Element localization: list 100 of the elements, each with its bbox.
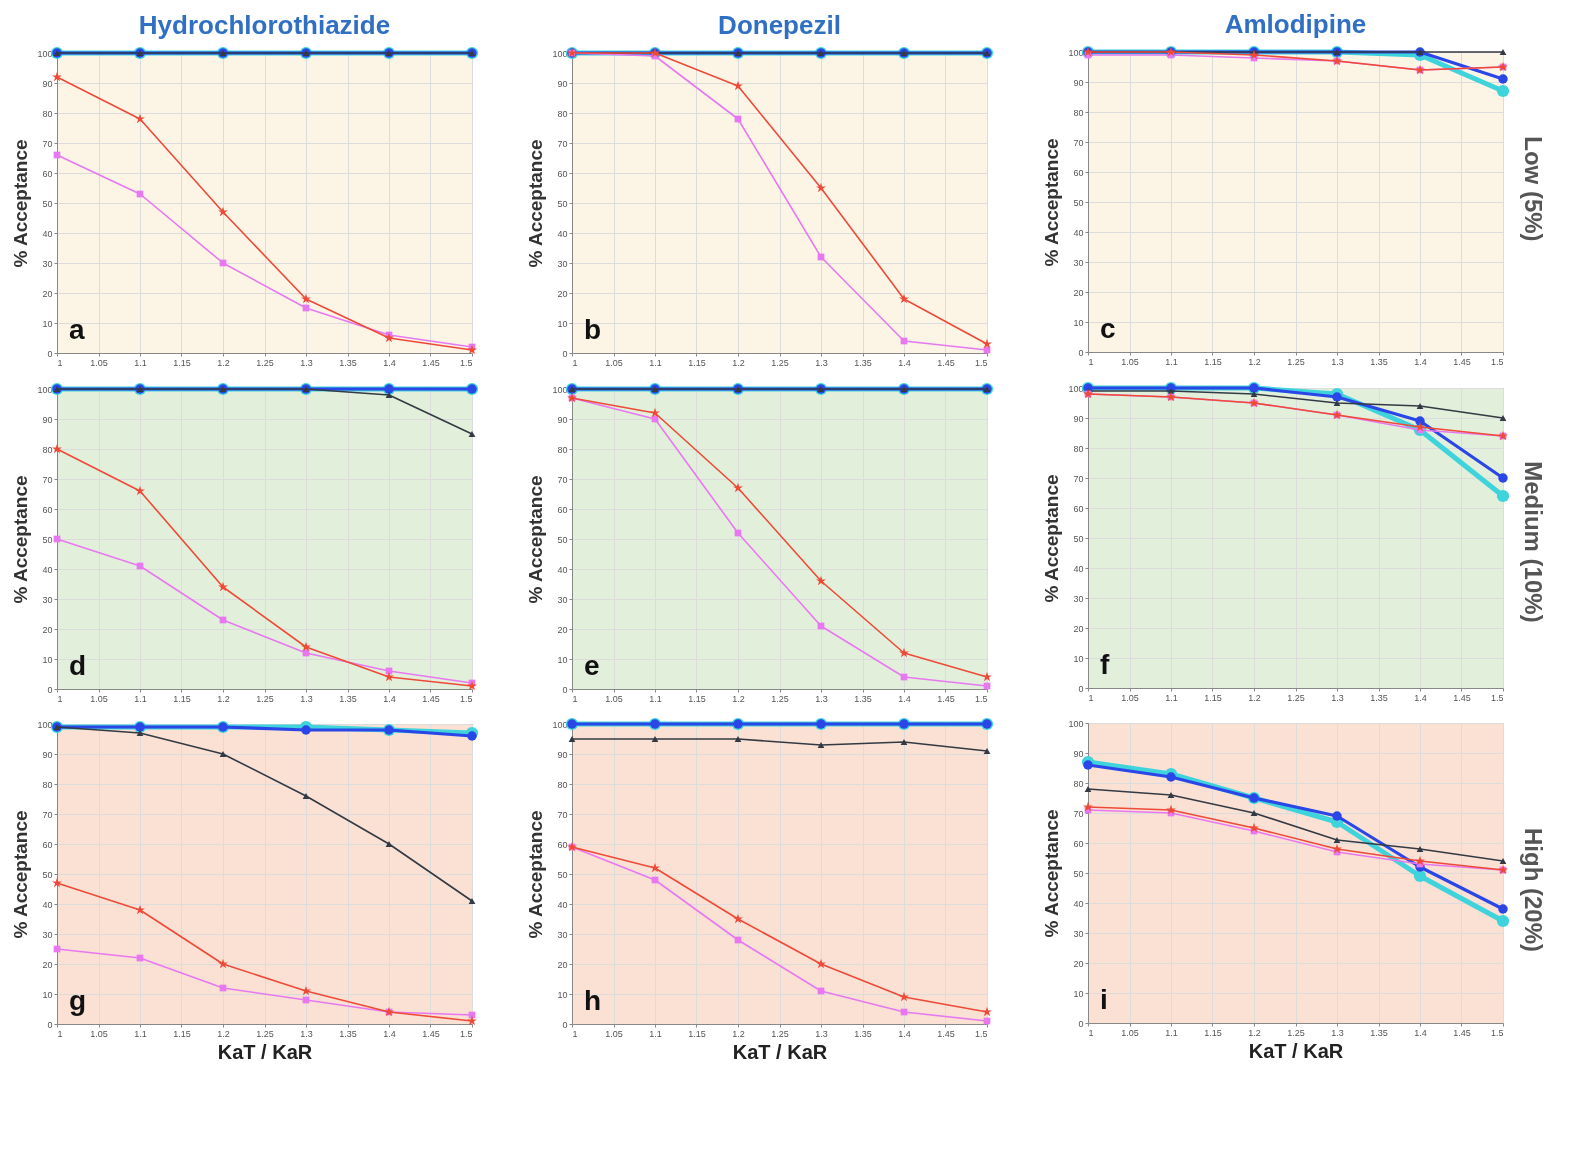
y-tick-label: 40 xyxy=(1073,563,1084,574)
x-tick-label: 1.1 xyxy=(1164,356,1178,367)
y-tick-label: 10 xyxy=(1073,317,1084,328)
x-tick-label: 1.15 xyxy=(1203,356,1222,367)
y-tick-label: 80 xyxy=(42,108,53,119)
x-tick-label: 1 xyxy=(1088,1027,1094,1038)
x-tick-label: 1.2 xyxy=(1247,692,1261,703)
x-tick-label: 1.5 xyxy=(1490,692,1504,703)
x-tick-label: 1.35 xyxy=(1369,1027,1388,1038)
chart-title: Donepezil xyxy=(718,9,842,40)
x-tick-label: 1.35 xyxy=(854,357,873,368)
x-tick-label: 1 xyxy=(1088,692,1094,703)
x-tick-label: 1.3 xyxy=(300,357,313,368)
x-tick-label: 1.3 xyxy=(300,1028,313,1039)
y-tick-label: 70 xyxy=(557,138,568,149)
y-tick-label: 0 xyxy=(1078,1018,1084,1029)
y-tick-label: 0 xyxy=(1078,683,1084,694)
x-tick-label: 1.5 xyxy=(975,357,988,368)
x-tick-label: 1.1 xyxy=(1164,1027,1178,1038)
x-tick-label: 1.1 xyxy=(649,357,663,368)
y-tick-label: 20 xyxy=(557,624,568,635)
x-tick-label: 1 xyxy=(57,357,63,368)
y-tick-label: 20 xyxy=(42,959,53,970)
y-tick-label: 60 xyxy=(42,168,53,179)
x-tick-label: 1.25 xyxy=(1286,692,1305,703)
x-tick-label: 1.35 xyxy=(339,1028,357,1039)
y-tick-label: 80 xyxy=(42,444,53,455)
x-tick-label: 1.05 xyxy=(605,1028,624,1039)
y-axis-title: % Acceptance xyxy=(10,810,32,939)
x-tick-label: 1.3 xyxy=(815,357,829,368)
y-tick-label: 80 xyxy=(1073,107,1084,118)
y-tick-label: 10 xyxy=(557,318,568,329)
y-axis-title: % Acceptance xyxy=(525,810,547,939)
y-tick-label: 40 xyxy=(557,228,568,239)
x-tick-label: 1 xyxy=(572,357,578,368)
y-tick-label: 40 xyxy=(42,899,53,910)
y-tick-label: 60 xyxy=(1073,167,1084,178)
x-tick-label: 1.1 xyxy=(649,1028,663,1039)
x-tick-label: 1.05 xyxy=(1120,692,1139,703)
y-tick-label: 90 xyxy=(42,78,53,89)
y-tick-label: 0 xyxy=(562,684,568,695)
x-tick-label: 1.25 xyxy=(771,1028,790,1039)
x-tick-label: 1.1 xyxy=(1164,692,1178,703)
x-tick-label: 1.2 xyxy=(732,693,746,704)
y-axis-title: % Acceptance xyxy=(525,139,547,268)
y-tick-label: 10 xyxy=(1073,988,1084,999)
x-tick-label: 1.2 xyxy=(217,1028,230,1039)
y-tick-label: 60 xyxy=(1073,838,1084,849)
annotation: d xyxy=(69,650,87,681)
x-tick-label: 1.35 xyxy=(1369,692,1388,703)
chart-title: Amlodipine xyxy=(1224,8,1366,39)
y-tick-label: 40 xyxy=(42,228,53,239)
x-tick-label: 1.25 xyxy=(1286,1027,1305,1038)
annotation: a xyxy=(69,314,85,345)
y2-axis-title: High (20%) xyxy=(1519,827,1547,953)
y-tick-label: 90 xyxy=(1073,748,1084,759)
x-tick-label: 1.3 xyxy=(300,693,313,704)
y-tick-label: 60 xyxy=(1073,503,1084,514)
x-tick-label: 1.5 xyxy=(975,1028,988,1039)
annotation: c xyxy=(1099,313,1116,344)
y-tick-label: 30 xyxy=(1073,257,1084,268)
y-tick-label: 30 xyxy=(1073,928,1084,939)
y-tick-label: 0 xyxy=(47,1019,53,1030)
x-tick-label: 1.3 xyxy=(1330,692,1344,703)
y2-axis-title: Medium (10%) xyxy=(1519,461,1547,623)
y-tick-label: 0 xyxy=(562,1019,568,1030)
y-tick-label: 70 xyxy=(1073,473,1084,484)
y-tick-label: 30 xyxy=(42,258,53,269)
x-tick-label: 1.45 xyxy=(1452,356,1471,367)
y-tick-label: 70 xyxy=(1073,137,1084,148)
x-tick-label: 1.15 xyxy=(173,357,191,368)
y-tick-label: 20 xyxy=(42,288,53,299)
y-tick-label: 80 xyxy=(557,108,568,119)
annotation: h xyxy=(584,985,602,1016)
y-tick-label: 40 xyxy=(42,564,53,575)
y-tick-label: 50 xyxy=(42,534,53,545)
x-tick-label: 1 xyxy=(1088,356,1094,367)
x-tick-label: 1.05 xyxy=(605,357,624,368)
x-tick-label: 1.25 xyxy=(1286,356,1305,367)
x-tick-label: 1 xyxy=(572,693,578,704)
x-tick-label: 1.05 xyxy=(90,357,108,368)
y-tick-label: 100 xyxy=(1068,718,1084,729)
y-tick-label: 40 xyxy=(1073,227,1084,238)
y-tick-label: 90 xyxy=(557,414,568,425)
y-tick-label: 50 xyxy=(557,869,568,880)
y-tick-label: 20 xyxy=(1073,623,1084,634)
x-tick-label: 1.35 xyxy=(1369,356,1388,367)
y-tick-label: 30 xyxy=(557,258,568,269)
x-tick-label: 1.3 xyxy=(815,693,829,704)
annotation: b xyxy=(584,314,602,345)
x-tick-label: 1.45 xyxy=(1452,692,1471,703)
y-tick-label: 60 xyxy=(557,168,568,179)
x-tick-label: 1.5 xyxy=(1490,356,1504,367)
y-tick-label: 50 xyxy=(1073,533,1084,544)
x-tick-label: 1.4 xyxy=(1413,692,1427,703)
x-tick-label: 1.45 xyxy=(422,357,440,368)
x-tick-label: 1.4 xyxy=(898,693,912,704)
x-tick-label: 1.45 xyxy=(422,1028,440,1039)
x-tick-label: 1.1 xyxy=(649,693,663,704)
annotation: g xyxy=(69,985,87,1016)
